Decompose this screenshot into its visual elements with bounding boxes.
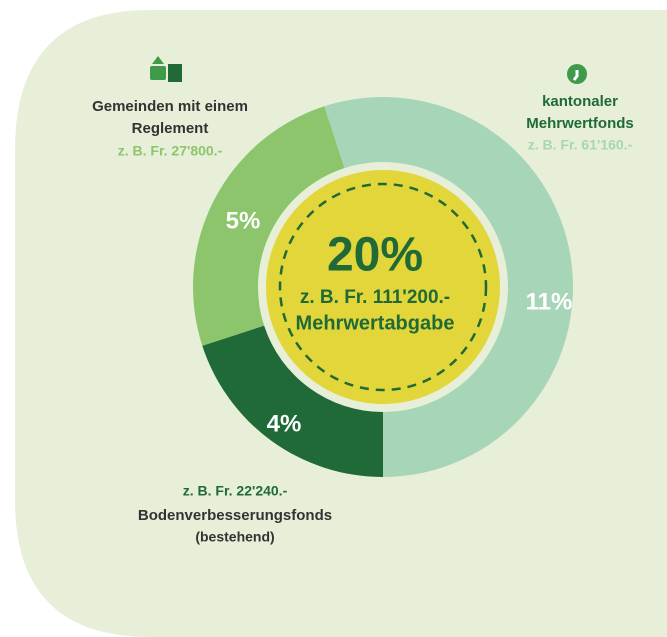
center-disc (266, 170, 500, 404)
donut-segment (193, 106, 345, 346)
donut-segment (324, 97, 573, 478)
category-label: kantonaler (542, 93, 618, 110)
icon-municipality (150, 56, 182, 82)
category-example: z. B. Fr. 22'240.- (183, 483, 288, 499)
category-label: Gemeinden mit einem (92, 98, 248, 115)
category-example: z. B. Fr. 27'800.- (118, 143, 223, 159)
category-example: z. B. Fr. 61'160.- (528, 137, 633, 153)
center-label: Mehrwertabgabe (296, 312, 455, 334)
center-value: 20% (327, 229, 423, 282)
segment-label: 4% (267, 410, 302, 437)
center-dash (278, 182, 488, 392)
segment-label: 11% (526, 288, 573, 315)
category-label: Bodenverbesserungsfonds (138, 507, 332, 524)
category-label: Reglement (132, 120, 209, 137)
category-label: Mehrwertfonds (526, 115, 634, 132)
segment-label: 5% (226, 207, 261, 234)
donut-segment (202, 325, 383, 477)
icon-fund (567, 64, 587, 84)
annotation: (bestehend) (195, 529, 274, 545)
center-example: z. B. Fr. 111'200.- (300, 287, 450, 308)
